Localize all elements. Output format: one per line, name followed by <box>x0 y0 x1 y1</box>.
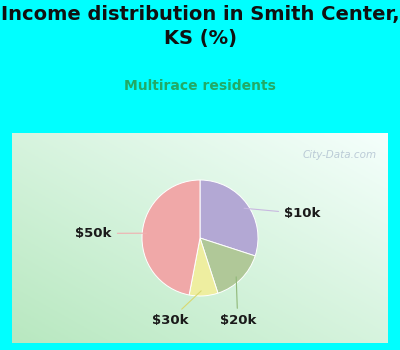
Text: $50k: $50k <box>76 227 146 240</box>
Wedge shape <box>189 238 218 296</box>
Wedge shape <box>200 180 258 256</box>
Text: $30k: $30k <box>152 291 201 327</box>
Text: City-Data.com: City-Data.com <box>302 150 377 160</box>
Text: Multirace residents: Multirace residents <box>124 79 276 93</box>
Text: $10k: $10k <box>244 207 320 220</box>
Text: Income distribution in Smith Center,
KS (%): Income distribution in Smith Center, KS … <box>1 5 399 48</box>
Text: $20k: $20k <box>220 277 256 327</box>
Wedge shape <box>142 180 200 295</box>
Wedge shape <box>200 238 255 293</box>
